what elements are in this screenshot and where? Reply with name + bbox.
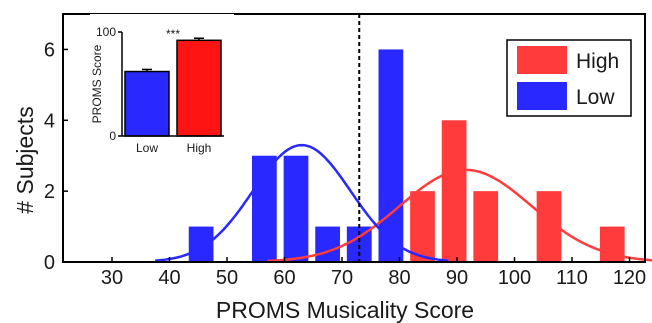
legend-swatch-high xyxy=(517,46,567,74)
x-tick-label-7: 100 xyxy=(498,267,531,289)
legend-label-high: High xyxy=(576,50,619,73)
x-tick-label-3: 60 xyxy=(273,267,295,289)
inset-bar-low xyxy=(124,70,170,137)
inset-y-tick-label-1: 100 xyxy=(96,25,116,39)
inset-bar-high xyxy=(176,39,222,137)
x-tick-label-2: 50 xyxy=(216,267,238,289)
legend-label-low: Low xyxy=(576,86,615,109)
y-tick-label-3: 6 xyxy=(44,39,55,61)
axes-layer: 304050607080901001101201300246 xyxy=(44,13,646,289)
inset-significance-marker: *** xyxy=(166,27,180,41)
bar-low-1 xyxy=(252,155,277,262)
inset-y-axis-title: PROMS Score xyxy=(90,44,104,123)
bar-high-4 xyxy=(473,191,499,262)
inset-chart: Low High 0 100 PROMS Score *** xyxy=(90,14,234,162)
x-tick-label-9: 120 xyxy=(613,267,646,289)
bar-high-3 xyxy=(441,120,467,263)
plot-frame xyxy=(62,13,646,263)
y-axis-title: # Subjects xyxy=(12,106,38,213)
x-tick-label-1: 40 xyxy=(158,267,180,289)
x-tick-label-8: 110 xyxy=(556,267,588,289)
inset-category-high: High xyxy=(187,141,212,155)
legend-swatch-low xyxy=(517,82,567,110)
x-tick-label-6: 90 xyxy=(446,267,468,289)
x-tick-label-4: 70 xyxy=(331,267,353,289)
x-tick-label-5: 80 xyxy=(388,267,410,289)
bar-low-2 xyxy=(283,155,309,262)
legend: High Low xyxy=(506,39,632,117)
x-tick-label-0: 30 xyxy=(101,267,123,289)
bar-high-2 xyxy=(410,191,435,262)
fit-curves-layer xyxy=(155,143,652,263)
x-axis-title: PROMS Musicality Score xyxy=(216,297,474,323)
inset-category-low: Low xyxy=(136,141,158,155)
bar-low-0 xyxy=(188,226,214,262)
y-tick-label-2: 4 xyxy=(44,110,55,132)
bar-low-3 xyxy=(315,226,340,262)
fit-curve-low xyxy=(155,143,449,262)
y-tick-label-1: 2 xyxy=(44,181,55,203)
bars-layer xyxy=(188,49,625,263)
y-tick-label-0: 0 xyxy=(44,252,55,274)
inset-y-tick-label-0: 0 xyxy=(109,129,116,143)
bar-low-5 xyxy=(378,49,404,262)
fit-curve-high xyxy=(267,168,652,263)
